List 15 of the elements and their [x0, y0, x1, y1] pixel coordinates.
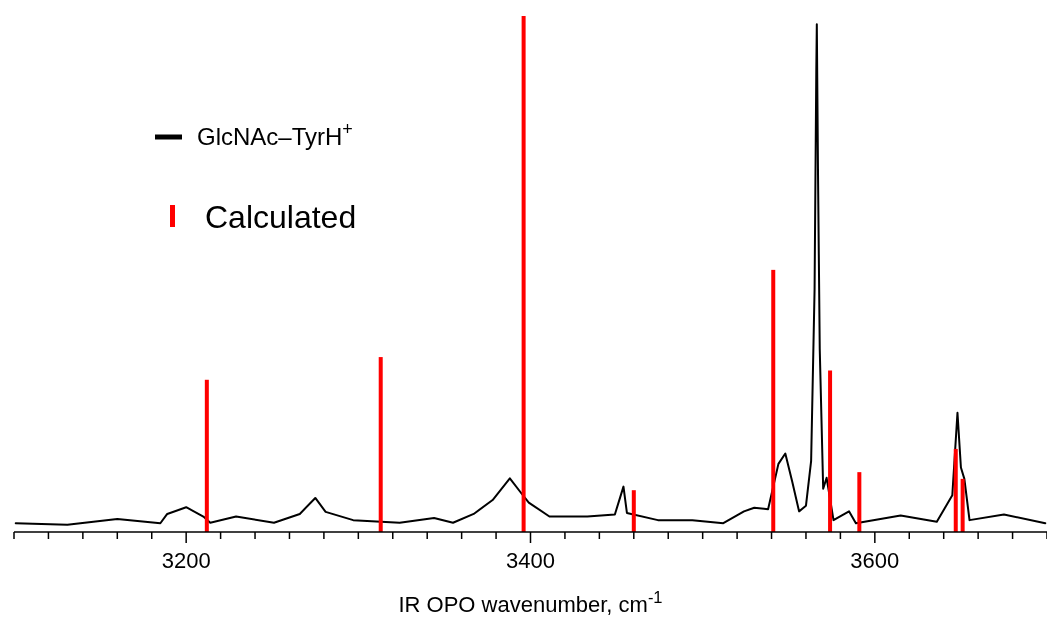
bar: [960, 478, 965, 532]
x-tick-label: 3400: [506, 548, 555, 573]
bar: [828, 370, 833, 532]
bar: [378, 357, 383, 532]
bar: [857, 472, 862, 532]
x-tick-label: 3600: [850, 548, 900, 573]
bar: [204, 379, 209, 532]
bar: [521, 16, 526, 532]
x-tick-label: 3200: [161, 548, 211, 573]
bar: [631, 490, 636, 532]
legend-label: Calculated: [205, 199, 357, 235]
bar: [771, 269, 776, 532]
bar: [953, 448, 958, 532]
legend-label: GlcNAc–TyrH$^{+}$: [197, 119, 353, 150]
x-axis-title: IR OPO wavenumber, cm$^{-1}$: [398, 588, 663, 617]
